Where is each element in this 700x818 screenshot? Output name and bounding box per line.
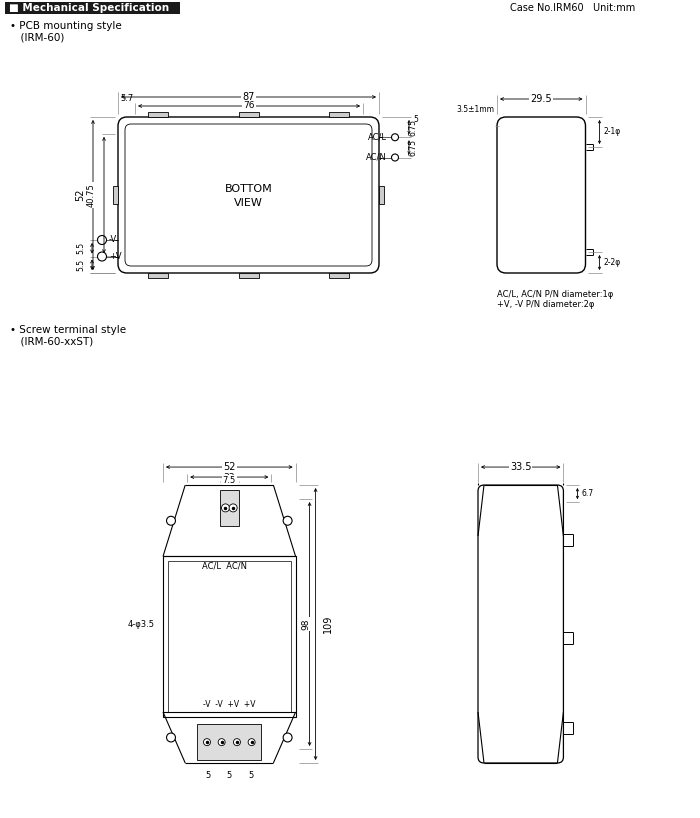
Circle shape (218, 739, 225, 746)
Bar (239, 273, 258, 278)
Text: 29.5: 29.5 (531, 94, 552, 104)
Circle shape (221, 504, 230, 512)
Text: 87: 87 (242, 92, 255, 102)
Bar (163, 556, 295, 717)
Bar (329, 112, 349, 117)
Text: 5.7: 5.7 (120, 94, 133, 103)
Circle shape (234, 739, 241, 746)
Circle shape (391, 134, 398, 141)
Circle shape (167, 516, 176, 525)
Text: 109: 109 (323, 615, 332, 633)
Text: • PCB mounting style: • PCB mounting style (10, 21, 122, 31)
Text: 3.5±1mm: 3.5±1mm (456, 105, 494, 114)
Circle shape (167, 733, 176, 742)
Text: 33: 33 (223, 473, 235, 482)
Text: 7.5: 7.5 (223, 475, 236, 484)
Text: ■ Mechanical Specification: ■ Mechanical Specification (9, 3, 169, 13)
Text: 2-1φ: 2-1φ (603, 128, 621, 137)
Bar (5, 2, 180, 14)
Bar (379, 186, 384, 204)
Bar (148, 112, 168, 117)
Text: 6.75: 6.75 (409, 139, 417, 156)
Text: 5: 5 (248, 771, 253, 780)
Text: -V  -V  +V  +V: -V -V +V +V (203, 700, 256, 709)
Text: VIEW: VIEW (234, 198, 263, 208)
Text: 5.5: 5.5 (76, 242, 85, 254)
Text: 5.5: 5.5 (76, 258, 85, 271)
Text: 6.75: 6.75 (409, 119, 417, 136)
Bar (168, 561, 290, 712)
Circle shape (283, 516, 292, 525)
Text: 52: 52 (75, 189, 85, 201)
Text: 5: 5 (227, 771, 232, 780)
FancyBboxPatch shape (497, 117, 585, 273)
Text: -V: -V (109, 236, 118, 245)
Text: 5: 5 (205, 771, 211, 780)
Text: 2-2φ: 2-2φ (603, 258, 621, 267)
Bar (148, 273, 168, 278)
FancyBboxPatch shape (478, 485, 564, 763)
Bar (239, 112, 258, 117)
Text: 40.75: 40.75 (87, 183, 96, 207)
Circle shape (248, 739, 255, 746)
FancyBboxPatch shape (118, 117, 379, 273)
Circle shape (204, 739, 211, 746)
Text: Case No.IRM60   Unit:mm: Case No.IRM60 Unit:mm (510, 3, 636, 13)
Bar (113, 186, 118, 204)
Text: 98: 98 (302, 618, 311, 630)
Circle shape (97, 236, 106, 245)
Text: AC/L, AC/N P/N diameter:1φ: AC/L, AC/N P/N diameter:1φ (497, 290, 613, 299)
Text: +V, -V P/N diameter:2φ: +V, -V P/N diameter:2φ (497, 300, 594, 309)
Circle shape (283, 733, 292, 742)
Text: BOTTOM: BOTTOM (225, 184, 272, 194)
Text: 52: 52 (223, 462, 235, 472)
Circle shape (391, 154, 398, 161)
Bar (220, 490, 239, 526)
Text: (IRM-60-xxST): (IRM-60-xxST) (14, 336, 93, 346)
FancyBboxPatch shape (125, 124, 372, 266)
Text: • Screw terminal style: • Screw terminal style (10, 325, 126, 335)
Text: AC/N: AC/N (366, 153, 387, 162)
Text: AC/L: AC/L (368, 133, 387, 142)
Text: 4-φ3.5: 4-φ3.5 (128, 619, 155, 628)
Text: (IRM-60): (IRM-60) (14, 32, 64, 42)
Circle shape (229, 504, 237, 512)
Bar (197, 724, 261, 760)
Text: 6.7: 6.7 (582, 489, 594, 498)
Text: 5: 5 (413, 115, 418, 124)
Bar (329, 273, 349, 278)
Text: AC/L  AC/N: AC/L AC/N (202, 561, 247, 570)
Text: 76: 76 (244, 101, 255, 110)
Text: +V: +V (109, 252, 122, 261)
Circle shape (97, 252, 106, 261)
Text: 33.5: 33.5 (510, 462, 531, 472)
